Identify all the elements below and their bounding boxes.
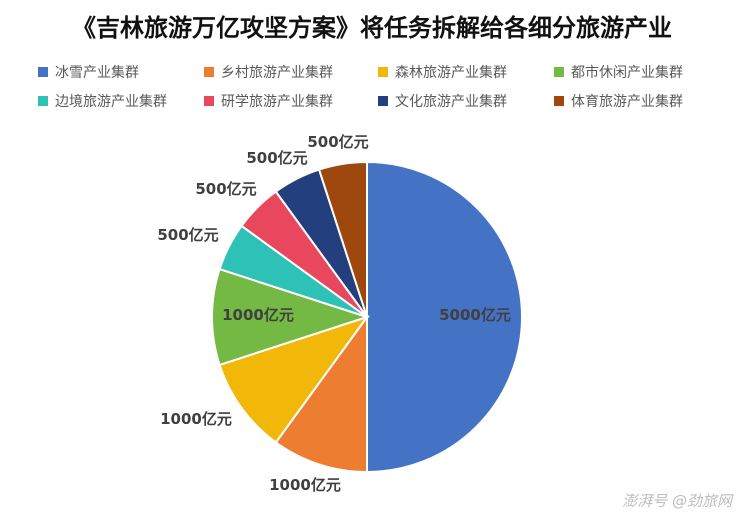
watermark: 澎湃号 @劲旅网 [622, 490, 732, 511]
slice-sports [317, 160, 368, 318]
legend-item-forest: 森林旅游产业集群 [378, 62, 554, 82]
slice-ice-snow [366, 160, 523, 474]
chart-title: 《吉林旅游万亿攻坚方案》将任务拆解给各细分旅游产业 [72, 13, 672, 42]
legend-item-ice-snow: 冰雪产业集群 [38, 62, 204, 82]
legend-swatch [554, 67, 564, 77]
legend-swatch [38, 96, 48, 106]
legend-swatch [378, 96, 388, 106]
legend-label: 研学旅游产业集群 [221, 94, 333, 110]
legend-item-sports: 体育旅游产业集群 [554, 91, 724, 111]
legend-swatch [554, 96, 564, 106]
legend-label: 体育旅游产业集群 [571, 94, 683, 110]
data-label-culture: 500亿元 [246, 149, 307, 167]
watermark-badge: 澎湃号 [622, 492, 668, 510]
legend-label: 边境旅游产业集群 [55, 94, 167, 110]
legend-swatch [378, 67, 388, 77]
legend-item-urban: 都市休闲产业集群 [554, 62, 724, 82]
data-label-rural: 1000亿元 [269, 476, 341, 494]
data-label-sports: 500亿元 [307, 133, 368, 151]
legend-item-study: 研学旅游产业集群 [204, 91, 378, 111]
data-label-border: 500亿元 [157, 226, 218, 244]
data-label-study: 500亿元 [195, 180, 256, 198]
legend-label: 文化旅游产业集群 [395, 94, 507, 110]
data-label-urban: 1000亿元 [222, 306, 294, 324]
watermark-text: @劲旅网 [671, 492, 732, 510]
data-label-ice-snow: 5000亿元 [439, 306, 511, 324]
slice-rural [274, 313, 368, 474]
legend-label: 乡村旅游产业集群 [221, 65, 333, 81]
chart-legend: 冰雪产业集群 乡村旅游产业集群 森林旅游产业集群 都市休闲产业集群 边境旅游产业… [38, 62, 728, 111]
legend-item-culture: 文化旅游产业集群 [378, 91, 554, 111]
slice-forest [218, 315, 370, 444]
legend-label: 都市休闲产业集群 [571, 65, 683, 81]
legend-label: 森林旅游产业集群 [395, 65, 507, 81]
legend-swatch [204, 96, 214, 106]
legend-swatch [38, 67, 48, 77]
legend-item-border: 边境旅游产业集群 [38, 91, 204, 111]
data-label-forest: 1000亿元 [160, 410, 232, 428]
legend-swatch [204, 67, 214, 77]
legend-item-rural: 乡村旅游产业集群 [204, 62, 378, 82]
legend-label: 冰雪产业集群 [55, 65, 139, 81]
slice-urban [211, 267, 371, 367]
